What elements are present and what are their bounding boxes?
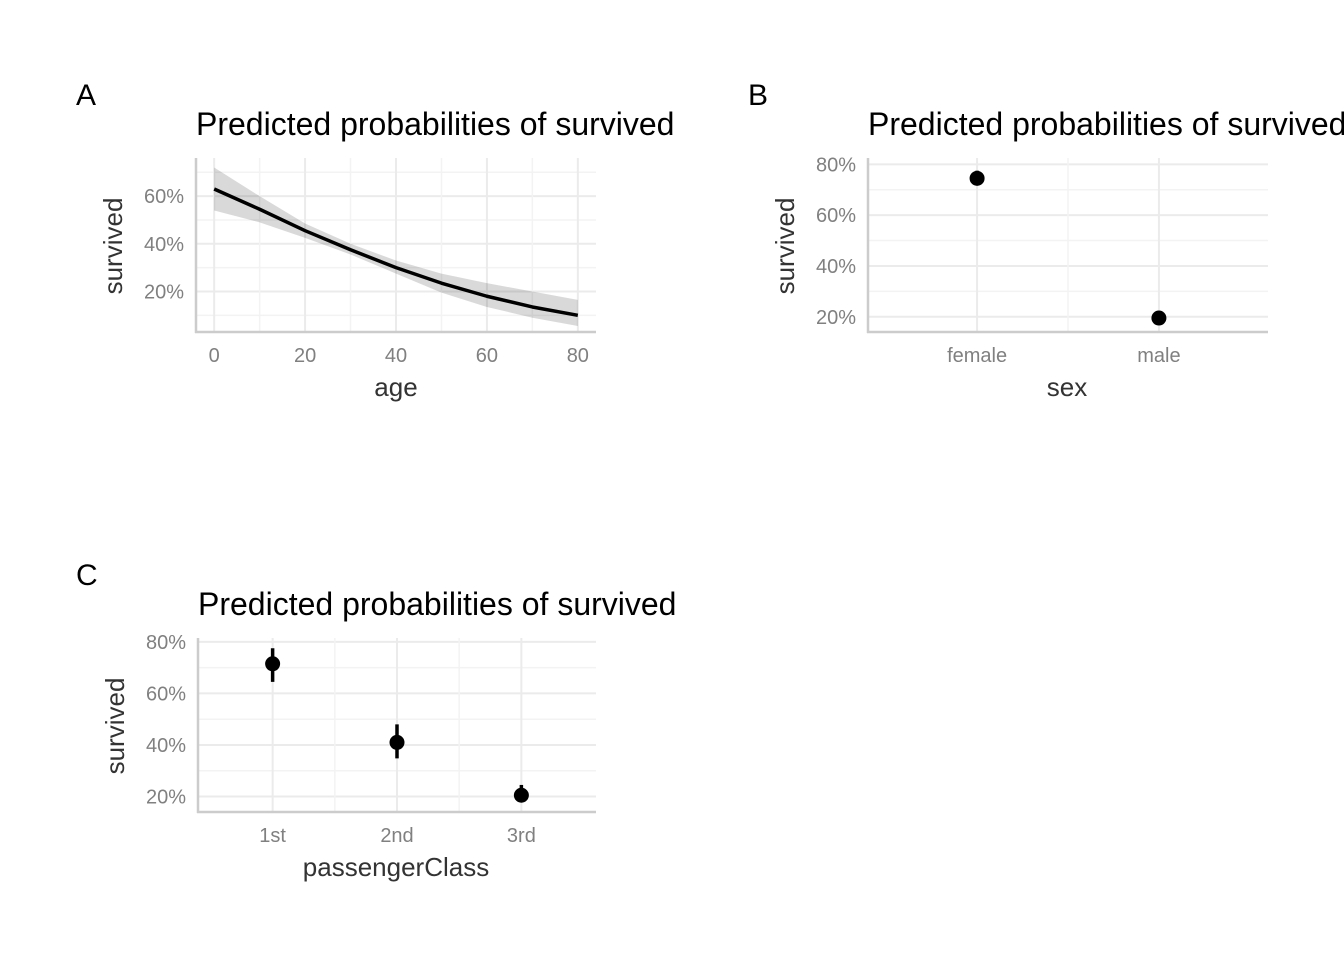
panel-c-y-axis-title: survived	[100, 678, 130, 775]
panel-b-y-tick-label: 40%	[816, 256, 856, 278]
panel-c-y-tick-label: 80%	[146, 632, 186, 654]
panel-a-title: Predicted probabilities of survived	[196, 106, 674, 142]
panel-b-data-point	[1151, 310, 1167, 326]
panel-c-data-point	[265, 656, 281, 672]
panel-c-x-tick-label: 3rd	[507, 825, 536, 847]
panel-c-y-tick-label: 40%	[146, 735, 186, 757]
panel-a-x-tick-label: 40	[385, 345, 407, 367]
panel-a-plot-area: 20% 40% 60% 0 20 40 60 80	[144, 158, 596, 367]
panel-a-x-axis-title: age	[374, 372, 417, 402]
panel-a-x-tick-label: 60	[476, 345, 498, 367]
panel-b: B Predicted probabilities of survived 20…	[748, 79, 1344, 402]
panel-a-y-tick-label: 60%	[144, 186, 184, 208]
panel-c-data-point	[389, 734, 405, 750]
panel-c-x-tick-label: 2nd	[380, 825, 413, 847]
panel-a-y-tick-label: 40%	[144, 234, 184, 256]
panel-c-label: C	[76, 559, 98, 592]
panel-a-confidence-band	[214, 167, 578, 327]
panel-c-y-tick-label: 20%	[146, 787, 186, 809]
panel-b-x-axis-title: sex	[1047, 372, 1087, 402]
panel-b-data-point	[969, 170, 985, 186]
panel-c-plot-area: 20% 40% 60% 80% 1st 2nd 3rd	[146, 632, 596, 847]
panel-c-title: Predicted probabilities of survived	[198, 586, 676, 622]
panel-c-x-tick-label: 1st	[259, 825, 286, 847]
panel-a-x-tick-label: 80	[567, 345, 589, 367]
panel-b-label: B	[748, 79, 768, 112]
panel-b-y-tick-label: 80%	[816, 154, 856, 176]
panel-c-y-tick-label: 60%	[146, 683, 186, 705]
panel-c-x-axis-title: passengerClass	[303, 852, 489, 882]
panel-a-x-tick-label: 20	[294, 345, 316, 367]
panel-a-prediction-line	[213, 187, 579, 318]
panel-a-y-tick-label: 20%	[144, 281, 184, 303]
panel-c-data-point	[513, 787, 529, 803]
panel-a-y-axis-title: survived	[98, 198, 128, 295]
panel-a-label: A	[76, 79, 96, 112]
panel-b-title: Predicted probabilities of survived	[868, 106, 1344, 142]
panel-a: A Predicted probabilities of survived 20…	[76, 79, 674, 402]
panel-a-x-tick-label: 0	[209, 345, 220, 367]
panel-b-plot-area: 20% 40% 60% 80% female male	[816, 154, 1268, 367]
panel-c: C Predicted probabilities of survived 20…	[76, 559, 676, 882]
panel-b-y-tick-label: 60%	[816, 205, 856, 227]
panel-b-y-axis-title: survived	[770, 198, 800, 295]
panel-b-x-tick-label: male	[1137, 345, 1180, 367]
panel-b-x-tick-label: female	[947, 345, 1007, 367]
panel-b-y-tick-label: 20%	[816, 307, 856, 329]
